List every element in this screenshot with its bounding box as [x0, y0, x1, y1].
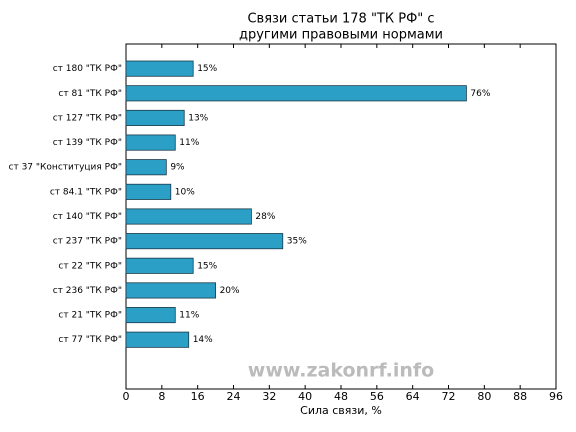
value-label: 13% — [188, 113, 208, 123]
bar — [125, 307, 176, 324]
value-label: 11% — [179, 138, 199, 148]
y-tick-label: ст 180 "ТК РФ" — [53, 64, 122, 74]
x-tick-label: 64 — [406, 390, 420, 403]
y-tick-label: ст 84.1 "ТК РФ" — [50, 187, 122, 197]
x-tick-label: 32 — [262, 390, 276, 403]
y-tick-label: ст 77 "ТК РФ" — [58, 335, 122, 345]
bar — [125, 233, 284, 250]
bar — [125, 183, 172, 200]
bar — [125, 85, 467, 102]
x-tick-label: 72 — [442, 390, 456, 403]
chart-title: другими правовыми нормами — [239, 28, 443, 43]
x-tick-label: 96 — [549, 390, 563, 403]
value-label: 9% — [170, 163, 185, 173]
x-tick-label: 48 — [334, 390, 348, 403]
bar — [125, 282, 216, 299]
y-tick-label: ст 81 "ТК РФ" — [58, 89, 122, 99]
y-tick-label: ст 22 "ТК РФ" — [58, 261, 122, 271]
x-tick-label: 40 — [298, 390, 312, 403]
bar — [125, 208, 252, 225]
y-tick-label: ст 237 "ТК РФ" — [53, 237, 122, 247]
value-label: 15% — [197, 64, 217, 74]
bar — [125, 134, 176, 151]
watermark: www.zakonrf.info — [248, 360, 434, 382]
y-tick-label: ст 21 "ТК РФ" — [58, 311, 122, 321]
chart-title: Связи статьи 178 "ТК РФ" с — [247, 12, 434, 27]
x-axis-label: Сила связи, % — [300, 404, 382, 417]
value-label: 14% — [193, 335, 213, 345]
x-tick-label: 8 — [158, 390, 165, 403]
x-tick-label: 88 — [513, 390, 527, 403]
x-tick-label: 24 — [227, 390, 241, 403]
y-tick-label: ст 37 "Конституция РФ" — [9, 163, 122, 173]
value-label: 20% — [220, 286, 240, 296]
bar — [125, 109, 185, 126]
bar — [125, 257, 194, 274]
bar — [125, 159, 167, 176]
x-tick-label: 0 — [123, 390, 130, 403]
value-label: 11% — [179, 311, 199, 321]
bar — [125, 60, 194, 77]
value-label: 76% — [470, 89, 490, 99]
x-tick-label: 56 — [370, 390, 384, 403]
x-tick-label: 16 — [191, 390, 205, 403]
y-tick-label: ст 236 "ТК РФ" — [53, 286, 122, 296]
bar — [125, 331, 190, 348]
y-tick-label: ст 139 "ТК РФ" — [53, 138, 122, 148]
value-label: 28% — [255, 212, 275, 222]
x-tick-label: 80 — [477, 390, 491, 403]
value-label: 35% — [287, 237, 307, 247]
y-tick-label: ст 127 "ТК РФ" — [53, 113, 122, 123]
value-label: 10% — [175, 187, 195, 197]
y-tick-label: ст 140 "ТК РФ" — [53, 212, 122, 222]
value-label: 15% — [197, 261, 217, 271]
